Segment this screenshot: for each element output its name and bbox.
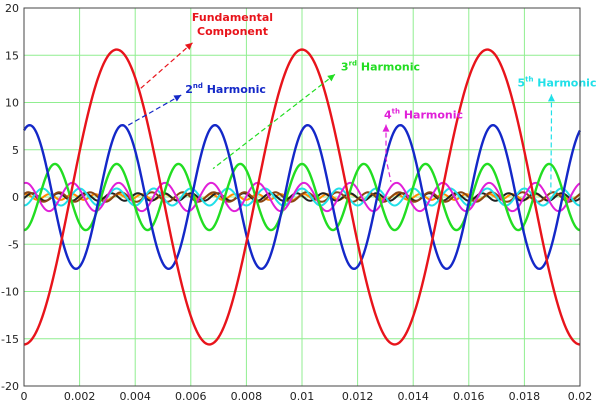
series-line-h1 [23,48,581,346]
annotation-h2: 2nd Harmonic [127,82,266,126]
y-tick-labels: 20 15 10 5 0 -5 -10 -15 -20 [1,2,19,393]
x-tick-label-5: 0.01 [290,390,315,403]
x-tick-label-9: 0.018 [509,390,541,403]
annotation-arrowhead-h3 [327,74,335,82]
annotation-label-line1-fundamental: Fundamental [192,11,273,24]
x-tick-label-2: 0.004 [119,390,151,403]
annotation-h5: 5th Harmonic [517,75,596,194]
series-line-h4 [23,181,581,213]
series-line-h3 [23,162,581,232]
x-tick-label-8: 0.016 [453,390,485,403]
y-tick-label-2: 10 [5,97,19,110]
y-tick-label-6: -10 [1,286,19,299]
annotation-word-h5: Harmonic [533,76,596,89]
annotation-num-h2: 2 [185,83,193,96]
y-tick-label-5: -5 [8,238,19,251]
y-tick-label-8: -20 [1,380,19,393]
y-tick-label-7: -15 [1,333,19,346]
x-tick-labels: 0 0.002 0.004 0.006 0.008 0.01 0.012 0.014 0.016… [21,390,593,403]
annotation-arrow-line-h4 [385,124,392,183]
series-line-h2 [22,123,582,271]
annotation-num-h5: 5 [517,76,525,89]
y-tick-label-1: 15 [5,49,19,62]
annotation-word-h2: Harmonic [203,83,266,96]
annotation-word-h4: Harmonic [400,109,463,122]
series-line-h6 [23,191,581,203]
x-tick-label-10: 0.02 [568,390,593,403]
annotation-sup-h4: th [392,108,400,116]
annotation-sup-h5: th [525,75,533,83]
y-tick-label-0: 20 [5,2,19,15]
annotation-sup-h3: rd [349,59,357,67]
annotation-label-h2: 2nd Harmonic [185,82,266,96]
annotation-sup-h2: nd [193,82,203,90]
annotation-label-h3: 3rd Harmonic [341,59,420,73]
annotation-arrow-line-h2 [127,94,182,126]
annotation-label-h5: 5th Harmonic [517,75,596,89]
x-tick-label-6: 0.012 [342,390,374,403]
annotation-label-line2-fundamental: Component [197,25,268,38]
annotation-label-h4: 4th Harmonic [384,108,463,122]
annotation-arrowhead-h5 [547,94,555,102]
plot-frame [23,7,581,387]
y-tick-label-3: 5 [12,144,19,157]
annotation-word-h3: Harmonic [357,60,420,73]
series-line-h7 [23,192,581,202]
annotation-arrow-line-h3 [212,73,336,170]
x-tick-label-0: 0 [21,390,28,403]
annotation-h3: 3rd Harmonic [212,59,420,170]
series-line-h5 [23,187,581,207]
x-tick-label-7: 0.014 [397,390,429,403]
annotation-arrow-line-h5 [550,94,553,194]
annotation-h4: 4th Harmonic [382,108,463,183]
annotation-arrowhead-fundamental [184,42,193,51]
x-tick-label-1: 0.002 [64,390,96,403]
annotation-arrowhead-h2 [173,95,182,102]
y-tick-label-4: 0 [12,191,19,204]
annotation-num-h4: 4 [384,109,392,122]
x-tick-label-4: 0.008 [231,390,263,403]
annotation-arrowhead-h4 [382,124,390,132]
series-lines [22,48,582,346]
x-tick-label-3: 0.006 [175,390,207,403]
annotation-arrow-line-fundamental [140,42,193,89]
annotation-num-h3: 3 [341,60,349,73]
